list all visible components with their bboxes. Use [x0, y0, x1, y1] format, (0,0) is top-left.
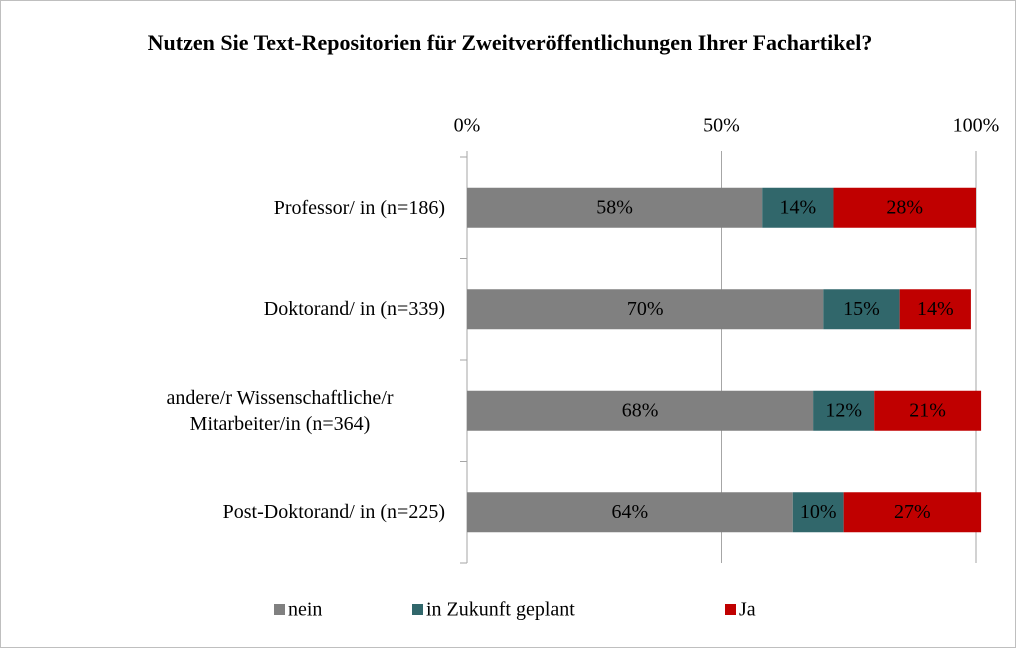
bar-segment — [874, 390, 982, 431]
data-label: 15% — [843, 298, 880, 320]
y-tick-label: andere/r Wissenschaftliche/r Mitarbeiter… — [166, 386, 394, 435]
bar-segment — [467, 492, 793, 533]
bar-segment — [467, 187, 763, 228]
bar-segment — [792, 492, 844, 533]
data-label: 21% — [909, 399, 946, 421]
title-box: Nutzen Sie Text-Repositorien für Zweitve… — [147, 30, 873, 55]
legend-swatch — [412, 604, 423, 615]
bar-segment — [762, 187, 834, 228]
legend-swatch — [725, 604, 736, 615]
x-tick-label: 50% — [703, 115, 740, 137]
legend-label: in Zukunft geplant — [426, 599, 575, 621]
data-label: 58% — [596, 196, 633, 218]
bar-segment — [899, 289, 971, 330]
data-label: 10% — [800, 501, 837, 523]
y-tick-label: Professor/ in (n=186) — [273, 196, 445, 219]
legend-label: nein — [288, 599, 322, 621]
y-tick-label: Post-Doktorand/ in (n=225) — [222, 501, 445, 524]
bar-segment — [843, 492, 982, 533]
data-label: 28% — [886, 196, 923, 218]
bar-segment — [467, 390, 814, 431]
y-tick-label: Doktorand/ in (n=339) — [263, 298, 445, 321]
data-label: 27% — [894, 501, 931, 523]
data-label: 64% — [612, 501, 649, 523]
x-tick-label: 0% — [454, 115, 481, 137]
data-label: 70% — [627, 298, 664, 320]
data-label: 14% — [917, 298, 954, 320]
data-label: 14% — [780, 196, 817, 218]
legend-label: Ja — [739, 599, 756, 621]
data-label: 68% — [622, 399, 659, 421]
bar-segment — [813, 390, 875, 431]
chart-title: Nutzen Sie Text-Repositorien für Zweitve… — [147, 30, 873, 55]
bar-segment — [833, 187, 976, 228]
legend-swatch — [274, 604, 285, 615]
x-tick-label: 100% — [953, 115, 1000, 137]
bar-segment — [467, 289, 824, 330]
bar-segment — [823, 289, 900, 330]
data-label: 12% — [825, 399, 862, 421]
